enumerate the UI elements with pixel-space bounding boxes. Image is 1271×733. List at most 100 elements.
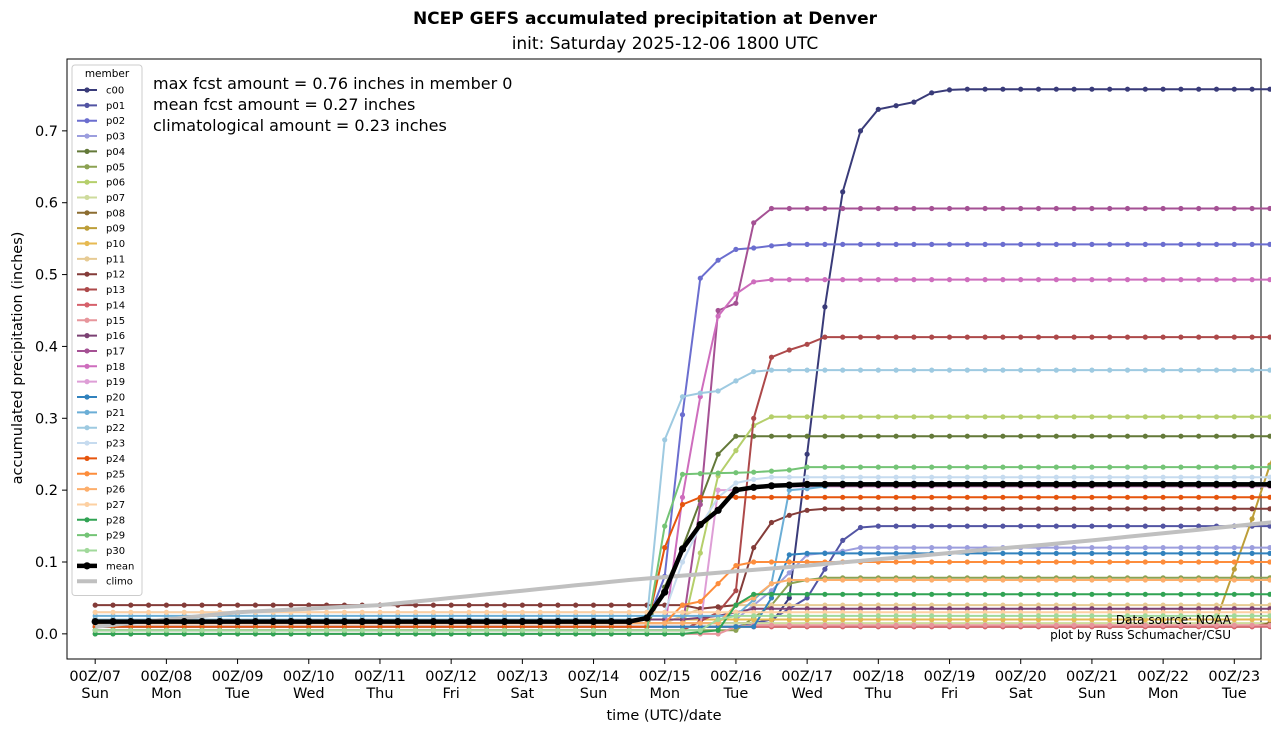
data-point-p27 [92, 609, 98, 615]
data-point-p25 [1178, 559, 1184, 565]
data-point-p03 [911, 545, 917, 551]
data-point-p20 [840, 550, 846, 557]
data-point-p29 [1089, 464, 1095, 470]
legend-label: p22 [106, 423, 125, 434]
data-point-p25 [1071, 559, 1077, 565]
data-point-p10 [840, 616, 846, 623]
data-point-p22 [857, 367, 864, 373]
data-point-p13 [1071, 334, 1077, 340]
data-point-p26 [1267, 577, 1271, 583]
data-point-p29 [946, 464, 953, 470]
data-point-p13 [1267, 334, 1271, 340]
data-point-p10 [911, 616, 917, 623]
data-point-mean [1088, 480, 1096, 488]
data-point-p28 [786, 591, 792, 597]
legend-marker [84, 225, 90, 231]
data-point-p16 [1124, 606, 1131, 612]
data-point-mean [340, 618, 348, 626]
legend-marker [84, 164, 90, 170]
data-point-p24 [288, 624, 294, 630]
data-point-p27 [679, 609, 686, 615]
data-point-p16 [1178, 606, 1184, 612]
data-point-p11 [1249, 602, 1255, 608]
data-point-p15 [1267, 622, 1271, 628]
data-point-p02 [822, 241, 828, 247]
data-point-p22 [804, 367, 810, 373]
data-point-p24 [1178, 494, 1184, 500]
data-point-p01 [1142, 523, 1148, 529]
series-line-p28 [95, 593, 1271, 635]
data-point-p30 [893, 613, 899, 619]
data-point-p06 [822, 414, 828, 420]
legend-label: p05 [106, 162, 125, 173]
data-point-p29 [822, 464, 828, 470]
legend-label: p02 [106, 116, 125, 127]
data-point-p29 [662, 523, 668, 529]
data-point-p25 [929, 559, 935, 565]
legend-marker [84, 179, 90, 185]
legend-item-c00: c00 [77, 86, 124, 97]
data-point-p03 [1124, 545, 1131, 551]
data-point-p13 [1178, 334, 1184, 340]
data-point-mean [1123, 480, 1132, 488]
data-point-p21 [626, 613, 632, 619]
legend-marker [84, 317, 90, 323]
data-point-p27 [163, 609, 169, 615]
legend-label: p14 [106, 300, 125, 311]
data-point-p28 [822, 591, 828, 597]
data-point-p06 [1089, 414, 1095, 420]
data-point-mean [1070, 480, 1078, 488]
data-point-p28 [768, 591, 775, 597]
data-point-p30 [199, 627, 205, 633]
x-tick-day-label: Mon [649, 686, 680, 702]
data-point-p04 [1160, 433, 1166, 439]
data-point-p24 [146, 624, 152, 630]
data-point-p12 [911, 506, 917, 512]
data-point-p13 [929, 334, 935, 340]
data-point-p21 [662, 613, 668, 619]
data-point-p22 [1071, 367, 1077, 373]
data-point-p29 [982, 464, 988, 470]
series-c00 [92, 86, 1271, 626]
y-tick-label: 0.6 [35, 196, 58, 212]
data-point-p13 [893, 334, 899, 340]
legend-label: p01 [106, 101, 125, 112]
data-point-mean [1159, 480, 1167, 488]
data-point-p30 [804, 613, 810, 619]
data-point-p18 [733, 291, 739, 297]
data-point-mean [429, 618, 437, 626]
data-point-p11 [1018, 602, 1024, 608]
data-point-p13 [768, 354, 775, 360]
data-point-p24 [341, 624, 347, 630]
data-point-p18 [1213, 277, 1220, 283]
legend-item-p23: p23 [77, 439, 125, 450]
data-point-p22 [1018, 367, 1024, 373]
data-point-p29 [964, 464, 970, 470]
data-point-p18 [1160, 277, 1166, 283]
data-point-mean [963, 480, 971, 488]
data-point-p28 [163, 631, 169, 637]
y-tick-label: 0.2 [35, 483, 58, 499]
series-line-p18 [95, 278, 1271, 632]
data-point-mean [767, 482, 776, 490]
data-point-p28 [1249, 591, 1255, 597]
data-point-p01 [1178, 523, 1184, 529]
data-point-p18 [1089, 277, 1095, 283]
data-point-p21 [324, 613, 330, 619]
data-point-p02 [1249, 241, 1255, 247]
data-point-p25 [1196, 559, 1202, 565]
data-point-p26 [1089, 577, 1095, 583]
data-point-p10 [964, 616, 970, 623]
data-point-p28 [982, 591, 988, 597]
data-point-p25 [911, 559, 917, 565]
data-point-p18 [875, 277, 881, 283]
data-point-p20 [679, 624, 686, 630]
data-point-p12 [608, 602, 614, 608]
x-tick-label: 00Z/11 [354, 669, 406, 685]
data-point-p13 [875, 334, 881, 340]
data-point-p25 [733, 563, 739, 569]
data-point-p23 [822, 474, 828, 480]
data-point-p22 [840, 367, 846, 373]
data-point-p17 [733, 300, 739, 306]
data-point-p12 [306, 602, 312, 608]
